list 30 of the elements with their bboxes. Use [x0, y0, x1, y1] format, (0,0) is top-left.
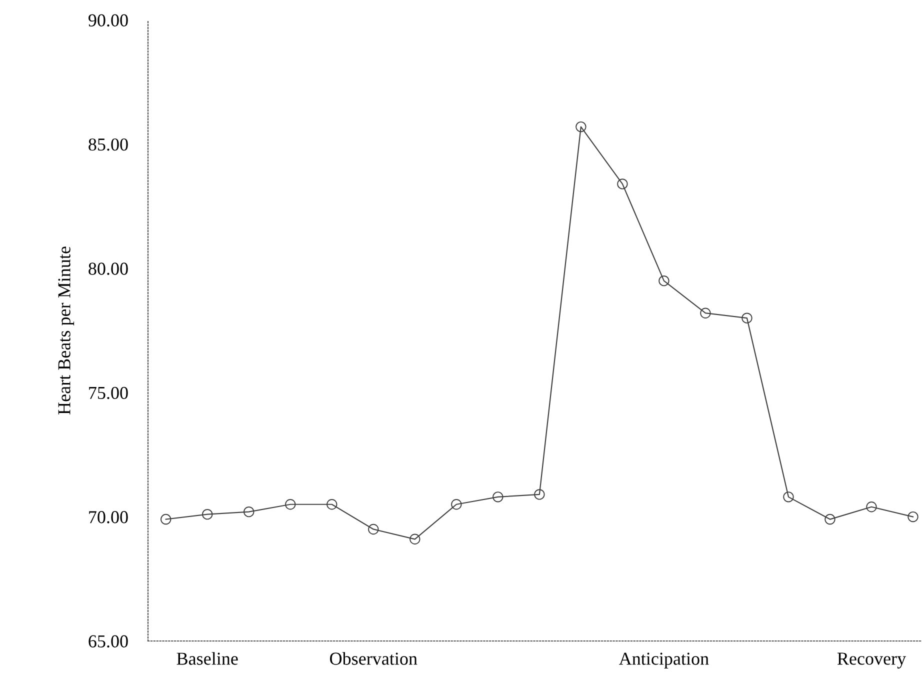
point: [202, 508, 213, 520]
point: [617, 178, 628, 190]
y-tick-label: 80.00: [88, 262, 128, 275]
x-tick-label: Observation: [330, 652, 418, 665]
y-tick-label: 65.00: [88, 635, 128, 648]
y-tick-label: 85.00: [88, 138, 128, 151]
point: [492, 492, 504, 502]
point: [451, 499, 462, 510]
point: [534, 489, 545, 500]
point: [742, 312, 752, 324]
point: [326, 499, 338, 510]
point: [160, 514, 172, 525]
x-tick-label: Anticipation: [618, 652, 709, 668]
point: [410, 534, 420, 544]
point: [783, 492, 794, 502]
point: [368, 524, 379, 535]
point: [576, 121, 586, 132]
point: [824, 514, 836, 525]
point: [244, 506, 254, 518]
point: [908, 511, 918, 522]
y-tick-label: 90.00: [88, 14, 128, 27]
point: [658, 275, 670, 286]
point: [700, 308, 711, 318]
y-axis-title: Heart Beats per Minute: [58, 246, 74, 414]
point: [285, 499, 296, 510]
y-tick-label: 70.00: [89, 511, 128, 524]
x-tick-label: Recovery: [837, 652, 906, 668]
x-tick-label: Baseline: [176, 652, 238, 665]
point: [866, 502, 877, 512]
y-tick-label: 75.00: [89, 386, 128, 400]
